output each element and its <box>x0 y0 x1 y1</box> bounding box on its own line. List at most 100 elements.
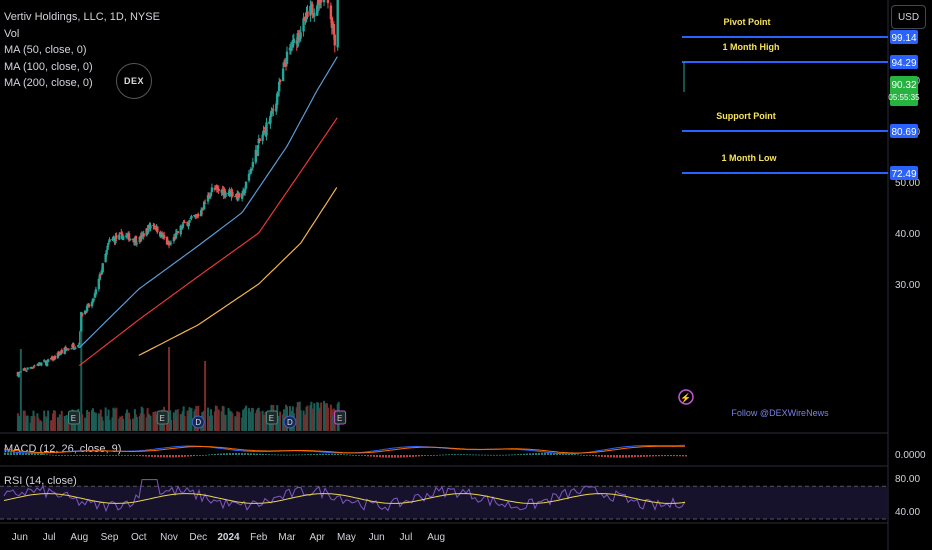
level-price-label: 94.29 <box>891 58 916 69</box>
candle-body <box>332 24 335 35</box>
macd-histogram-bar <box>670 455 672 457</box>
macd-histogram-bar <box>244 453 246 455</box>
candle-body <box>134 236 138 244</box>
macd-histogram-bar <box>316 453 318 455</box>
macd-histogram-bar <box>373 455 375 457</box>
candle-body <box>140 234 143 239</box>
candle-body <box>149 225 152 229</box>
macd-histogram-bar <box>352 454 354 456</box>
flash-event-glyph: ⚡ <box>680 392 691 404</box>
candle-body <box>285 51 289 65</box>
macd-histogram-bar <box>226 453 228 455</box>
candle-body <box>70 348 73 350</box>
currency-button[interactable]: USD <box>891 5 926 29</box>
macd-histogram-bar <box>25 452 27 455</box>
volume-bar <box>74 420 77 431</box>
macd-histogram-bar <box>193 455 195 457</box>
candle-body <box>37 364 40 366</box>
macd-histogram-bar <box>205 454 207 456</box>
candle-body <box>278 79 282 82</box>
candle-body <box>203 202 207 204</box>
x-tick-label: 2024 <box>217 532 240 543</box>
macd-histogram-bar <box>10 452 12 455</box>
candle-body <box>257 138 260 144</box>
candle-body <box>316 5 319 16</box>
macd-histogram-bar <box>322 453 324 455</box>
macd-histogram-bar <box>685 455 687 457</box>
macd-histogram-bar <box>247 453 249 455</box>
macd-histogram-bar <box>586 455 588 456</box>
macd-histogram-bar <box>232 453 234 455</box>
volume-bar <box>238 412 241 431</box>
dex-watermark-logo: DEX <box>116 63 152 99</box>
candle-body <box>244 181 248 189</box>
legend-symbol: Vertiv Holdings, LLC, 1D, NYSE <box>4 11 160 23</box>
volume-bar <box>169 419 172 431</box>
macd-histogram-bar <box>160 455 162 458</box>
candle-body <box>106 245 109 250</box>
candle-body <box>261 134 264 141</box>
x-tick-label: Mar <box>278 532 296 543</box>
volume-bar <box>53 410 56 431</box>
macd-histogram-bar <box>124 455 126 456</box>
macd-histogram-bar <box>172 455 174 458</box>
level-price-label: 80.69 <box>891 127 916 138</box>
macd-histogram-bar <box>649 455 651 457</box>
volume-bar <box>176 409 179 431</box>
macd-histogram-bar <box>304 454 306 456</box>
y-tick-label: 30.00 <box>895 280 920 291</box>
volume-bar <box>23 410 26 431</box>
macd-histogram-bar <box>613 455 615 458</box>
candle-body <box>99 274 102 276</box>
macd-histogram-bar <box>61 455 63 456</box>
macd-histogram-bar <box>145 455 147 457</box>
macd-histogram-bar <box>619 455 621 458</box>
macd-histogram-bar <box>91 455 93 456</box>
x-tick-label: Aug <box>427 532 445 543</box>
candle-body <box>84 311 88 313</box>
ma100-line <box>78 117 338 367</box>
candle-body <box>72 343 75 349</box>
candle-body <box>231 191 234 197</box>
macd-histogram-bar <box>355 455 357 456</box>
macd-histogram-bar <box>340 454 342 455</box>
candle-body <box>223 188 226 196</box>
candle-body <box>98 274 101 280</box>
macd-histogram-bar <box>292 454 294 456</box>
candle-body <box>247 173 251 181</box>
macd-histogram-bar <box>577 454 579 456</box>
candle-body <box>183 222 186 224</box>
dividend-marker <box>283 415 297 429</box>
macd-histogram-bar <box>517 454 519 455</box>
macd-histogram-bar <box>166 455 168 458</box>
candle-body <box>313 12 316 17</box>
macd-histogram-bar <box>70 455 72 456</box>
candle-body <box>258 138 261 142</box>
volume-bar <box>217 409 220 431</box>
macd-histogram-bar <box>220 453 222 455</box>
candle-body <box>213 187 217 190</box>
candle-body <box>251 162 255 168</box>
macd-histogram-bar <box>640 455 642 458</box>
candle-body <box>127 233 131 241</box>
macd-histogram-bar <box>241 453 243 455</box>
earnings-marker <box>156 410 169 425</box>
volume-bar <box>306 405 309 431</box>
macd-histogram-bar <box>298 454 300 456</box>
candle-body <box>135 243 139 245</box>
candle-body <box>147 225 150 232</box>
candle-body <box>63 347 66 355</box>
macd-histogram-bar <box>415 455 417 457</box>
macd-histogram-bar <box>325 453 327 455</box>
macd-histogram-bar <box>583 455 585 456</box>
macd-histogram-bar <box>442 454 444 456</box>
candle-body <box>292 38 296 43</box>
macd-histogram-bar <box>601 455 603 457</box>
macd-histogram-bar <box>64 455 66 456</box>
candle-body <box>114 236 117 244</box>
candle-body <box>302 18 305 32</box>
candle-body <box>87 304 91 307</box>
candle-body <box>329 5 333 20</box>
macd-histogram-bar <box>385 455 387 458</box>
